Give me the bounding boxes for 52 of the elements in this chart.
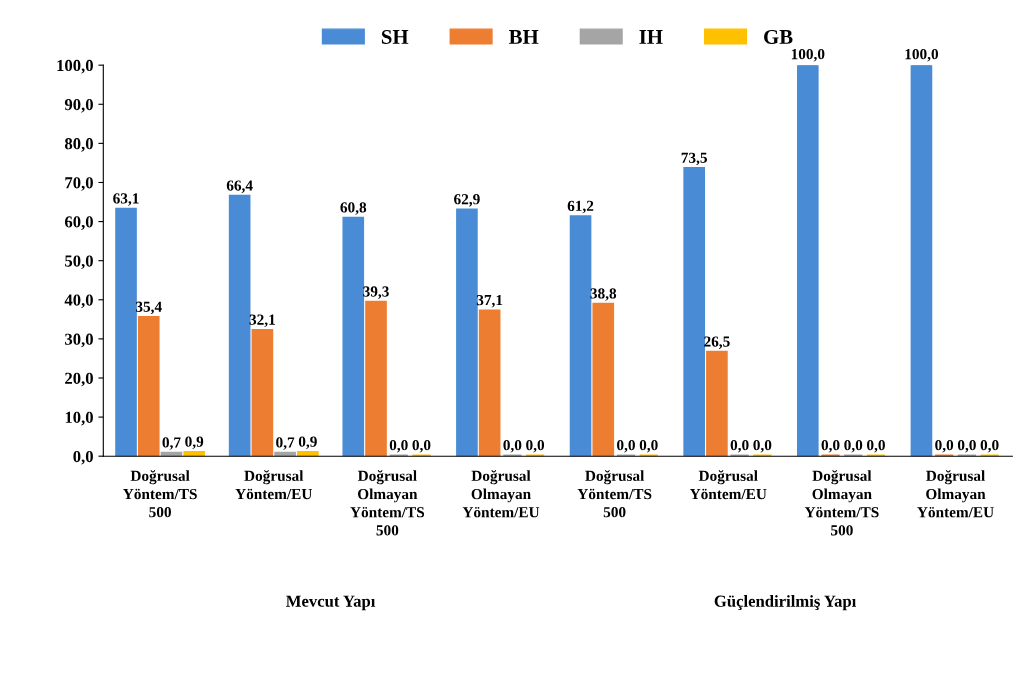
- y-tick-label: 20,0: [65, 372, 93, 387]
- data-label: 0,0: [821, 440, 840, 453]
- data-label: 0,9: [185, 436, 204, 449]
- x-tick-label: Doğrusal Yöntem/EU: [235, 470, 312, 500]
- legend-label: IH: [639, 30, 663, 44]
- data-label: 73,5: [681, 152, 707, 166]
- data-label: 0,0: [844, 440, 863, 453]
- data-label: 0,0: [389, 440, 408, 453]
- y-tick-label: 100,0: [57, 59, 93, 74]
- x-tick-label: Doğrusal Olmayan Yöntem/EU: [917, 470, 994, 518]
- text: Mevcut Yapı: [286, 595, 376, 611]
- data-label: 0,0: [526, 440, 545, 453]
- y-tick-label: 0,0: [73, 450, 93, 465]
- data-label: 0,0: [935, 440, 954, 453]
- x-tick-label: Doğrusal Olmayan Yöntem/EU: [462, 470, 540, 518]
- x-tick-label: Doğrusal Olmayan Yöntem/TS 500: [804, 470, 879, 536]
- legend-label: BH: [508, 30, 539, 44]
- data-label: 100,0: [905, 48, 939, 62]
- x-tick-label: Doğrusal Yöntem/TS 500: [577, 470, 652, 518]
- data-label: 0,7: [276, 437, 295, 450]
- data-label: 0,7: [162, 437, 181, 450]
- data-label: 0,0: [980, 440, 999, 453]
- y-tick-label: 50,0: [65, 255, 93, 270]
- y-tick-label: 90,0: [64, 98, 93, 113]
- data-label: 60,8: [340, 202, 367, 215]
- x-tick-label: Doğrusal Yöntem/TS 500: [123, 470, 197, 518]
- data-label: 100,0: [791, 48, 825, 62]
- x-tick-label: Doğrusal Olmayan Yöntem/TS 500: [350, 470, 425, 536]
- data-label: 0,0: [753, 440, 772, 453]
- data-label: 0,0: [503, 440, 522, 453]
- y-tick-label: 80,0: [64, 138, 93, 152]
- data-label: 0,0: [412, 440, 431, 453]
- y-tick-label: 70,0: [65, 177, 93, 191]
- data-label: 0,0: [957, 440, 976, 453]
- data-label: 62,9: [454, 194, 480, 207]
- data-label: 0,0: [730, 440, 749, 453]
- y-tick-label: 10,0: [65, 411, 93, 426]
- data-label: 61,2: [567, 200, 594, 214]
- text: Güçlendirilmiş Yapı: [714, 595, 857, 611]
- data-label: 0,0: [617, 440, 635, 453]
- data-label: 66,4: [226, 180, 253, 193]
- x-tick-label: Doğrusal Yöntem/EU: [689, 470, 767, 500]
- y-tick-label: 40,0: [64, 294, 93, 309]
- y-tick-label: 30,0: [65, 333, 93, 348]
- data-label: 0,9: [298, 436, 317, 449]
- legend-label: GB: [764, 29, 793, 44]
- data-label: 0,0: [639, 440, 658, 453]
- data-label: 0,0: [867, 440, 885, 453]
- legend-label: SH: [381, 29, 409, 44]
- data-label: 63,1: [113, 193, 139, 206]
- data-label: 37,1: [476, 294, 503, 308]
- y-tick-label: 60,0: [64, 216, 93, 230]
